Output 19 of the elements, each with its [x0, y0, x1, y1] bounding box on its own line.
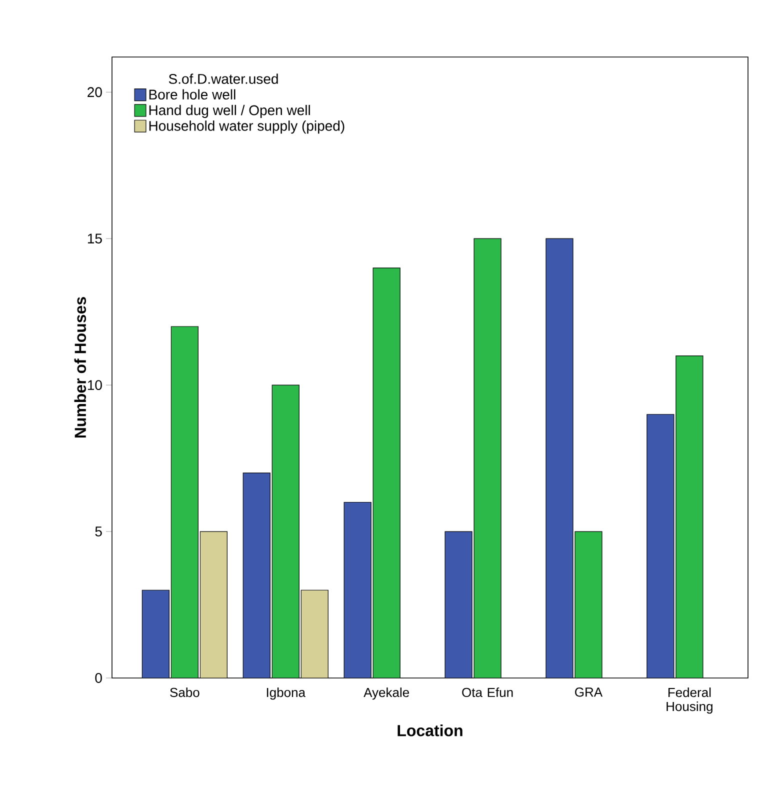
- y-tick-label: 15: [88, 234, 102, 244]
- x-tick-label: Ayekale: [364, 688, 410, 700]
- legend-label: Hand dug well / Open well: [149, 104, 310, 118]
- y-tick-label: 10: [88, 380, 102, 390]
- legend-label: Household water supply (piped): [149, 120, 344, 134]
- y-tick-label: 0: [95, 673, 102, 683]
- legend-label: Bore hole well: [149, 89, 236, 100]
- legend-title: S.of.D.water.used: [168, 74, 278, 84]
- x-axis-title: Location: [398, 724, 462, 736]
- y-axis-title: Number of Houses: [74, 297, 86, 438]
- y-tick-label: 5: [95, 526, 102, 536]
- x-tick-label: Igbona: [266, 688, 306, 700]
- x-tick-label: Federal Housing: [666, 688, 712, 714]
- x-tick-label: Sabo: [170, 688, 200, 698]
- x-tick-label: Ota Efun: [462, 688, 513, 698]
- bar: [200, 531, 228, 678]
- y-tick-label: 20: [88, 87, 102, 98]
- bar: [300, 590, 328, 678]
- x-tick-label: GRA: [575, 688, 603, 697]
